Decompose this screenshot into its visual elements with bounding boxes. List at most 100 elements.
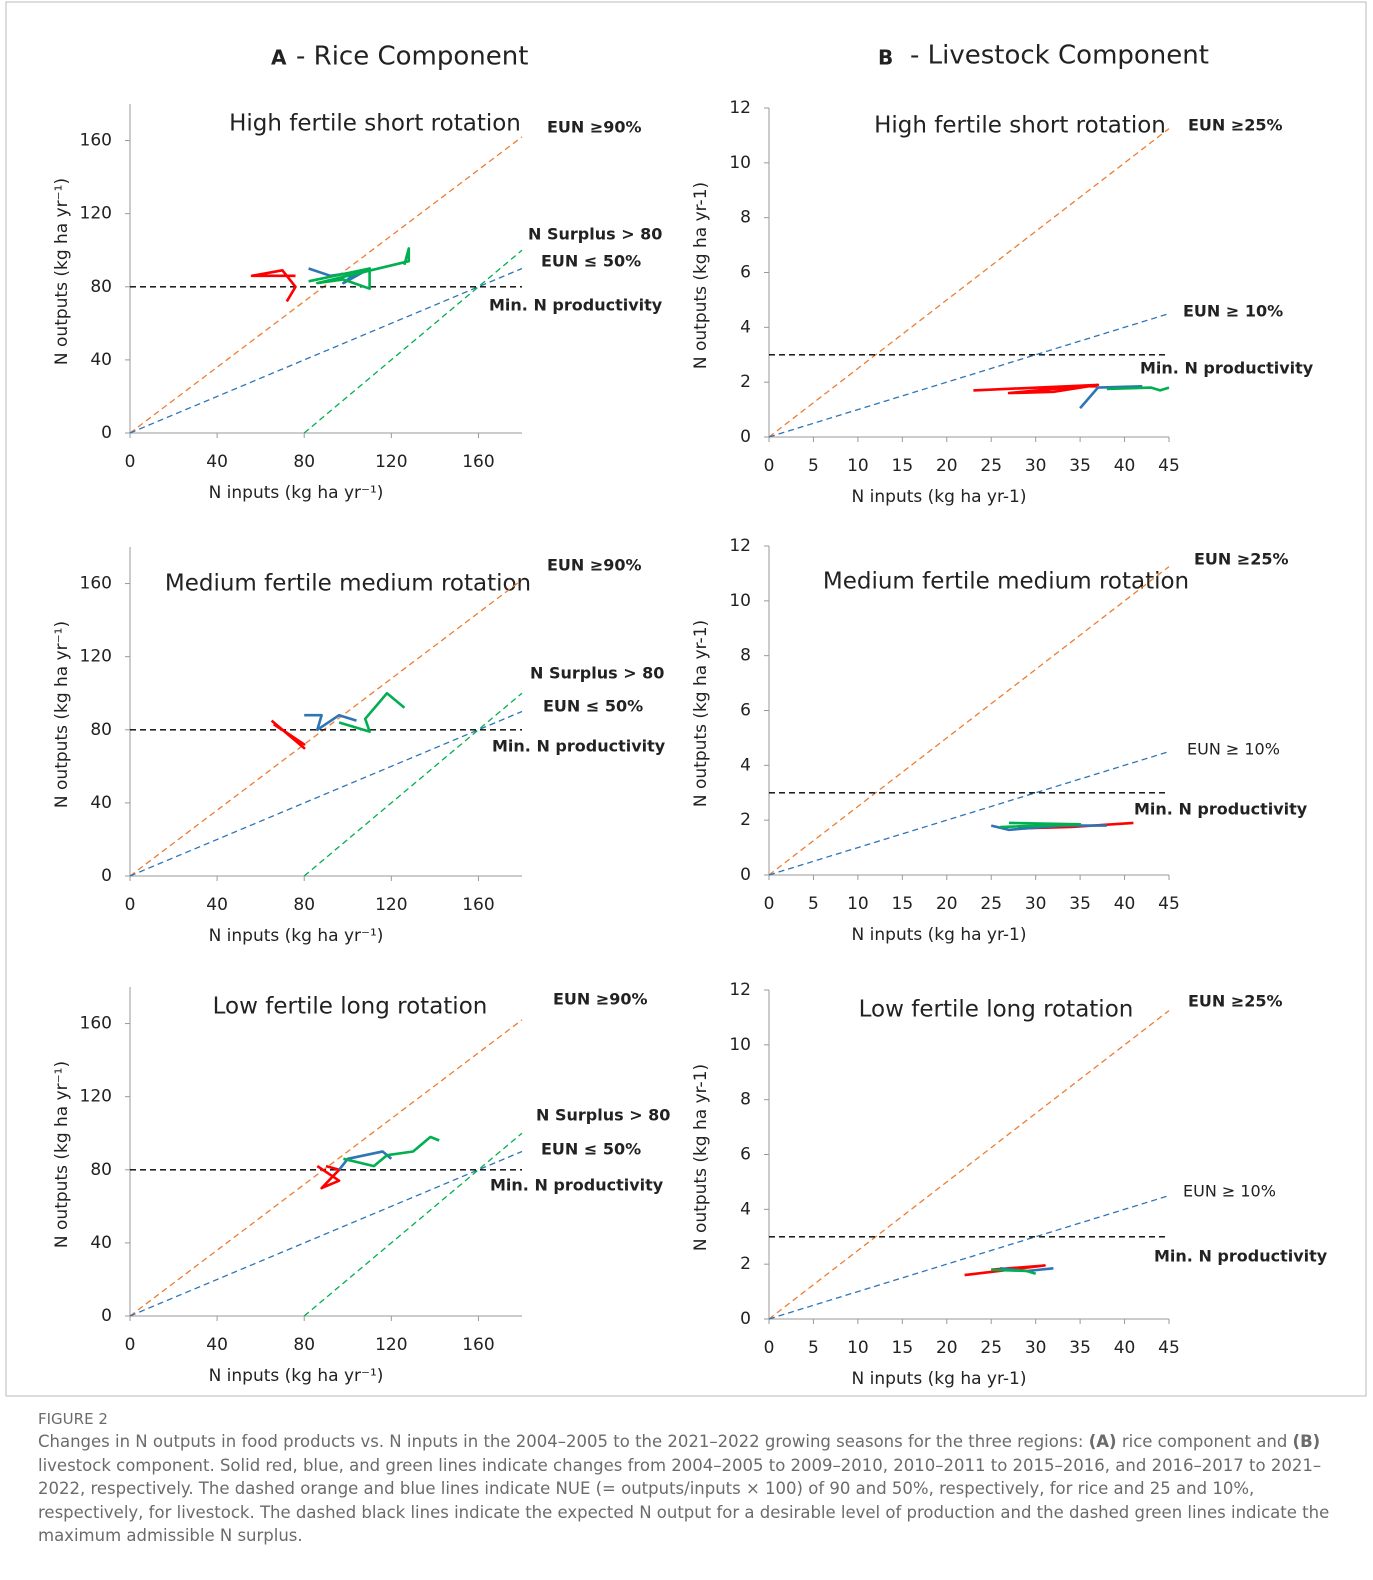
x-tick-label: 120	[375, 895, 407, 915]
y-tick-label: 0	[101, 423, 112, 443]
x-tick-label: 40	[206, 452, 228, 472]
x-tick-label: 80	[293, 895, 315, 915]
reference-line	[768, 128, 1170, 438]
trajectory-line	[304, 713, 357, 732]
reference-line	[303, 1132, 523, 1317]
reference-line	[303, 692, 523, 877]
x-tick-label: 120	[375, 1335, 407, 1355]
y-tick-label: 0	[101, 866, 112, 886]
y-tick-label: 6	[740, 1145, 751, 1165]
x-tick-label: 30	[1025, 1338, 1047, 1358]
y-tick-label: 40	[90, 1233, 112, 1253]
x-tick-label: 15	[892, 894, 914, 914]
x-tick-label: 5	[808, 456, 819, 476]
y-tick-label: 80	[90, 277, 112, 297]
x-tick-label: 10	[847, 456, 869, 476]
annotation: EUN ≤ 50%	[541, 1140, 641, 1159]
y-tick-label: 120	[80, 1087, 112, 1107]
y-tick-label: 80	[90, 720, 112, 740]
y-axis-label: N outputs (kg ha yr-1)	[691, 620, 711, 807]
x-tick-label: 0	[125, 1335, 136, 1355]
x-tick-label: 80	[293, 452, 315, 472]
x-tick-label: 30	[1025, 456, 1047, 476]
chart-title: Medium fertile medium rotation	[165, 571, 531, 597]
x-tick-label: 40	[1114, 456, 1136, 476]
trajectory-line	[991, 1268, 1037, 1276]
reference-line	[129, 1150, 523, 1317]
x-axis-label: N inputs (kg ha yr⁻¹)	[209, 483, 384, 503]
y-tick-label: 12	[729, 98, 751, 118]
chart-title: Low fertile long rotation	[213, 994, 488, 1020]
y-tick-label: 120	[80, 204, 112, 224]
y-tick-label: 4	[740, 317, 751, 337]
x-tick-label: 120	[375, 452, 407, 472]
annotation: EUN ≥90%	[553, 990, 648, 1009]
annotation: N Surplus > 80	[530, 664, 664, 683]
trajectory-line	[1079, 385, 1143, 410]
x-tick-label: 30	[1025, 894, 1047, 914]
reference-line	[129, 267, 523, 434]
y-axis-label: N outputs (kg ha yr⁻¹)	[52, 1061, 72, 1248]
x-axis-label: N inputs (kg ha yr⁻¹)	[209, 926, 384, 946]
annotation: N Surplus > 80	[528, 225, 662, 244]
column-letter: A	[271, 46, 287, 70]
annotation: EUN ≥ 10%	[1187, 740, 1280, 759]
annotation: Min. N productivity	[492, 737, 666, 756]
annotation: Min. N productivity	[1134, 800, 1308, 819]
x-tick-label: 25	[980, 456, 1002, 476]
reference-line	[129, 136, 523, 434]
x-tick-label: 25	[980, 1338, 1002, 1358]
annotation: EUN ≤ 50%	[541, 252, 641, 271]
x-tick-label: 0	[764, 894, 775, 914]
reference-line	[129, 1019, 523, 1317]
reference-line	[768, 1010, 1170, 1320]
x-tick-label: 20	[936, 456, 958, 476]
y-tick-label: 4	[740, 755, 751, 775]
x-tick-label: 15	[892, 456, 914, 476]
x-axis-label: N inputs (kg ha yr-1)	[852, 1369, 1027, 1389]
annotation: EUN ≥25%	[1188, 116, 1283, 135]
y-tick-label: 2	[740, 810, 751, 830]
x-tick-label: 40	[1114, 894, 1136, 914]
x-tick-label: 20	[936, 1338, 958, 1358]
annotation: EUN ≥ 10%	[1183, 302, 1283, 321]
annotation: EUN ≥25%	[1194, 550, 1289, 569]
x-tick-label: 20	[936, 894, 958, 914]
annotation: N Surplus > 80	[536, 1106, 670, 1125]
x-tick-label: 35	[1069, 894, 1091, 914]
column-letter: B	[878, 46, 893, 70]
caption-text: (A)	[1088, 1432, 1117, 1451]
annotation: EUN ≥ 10%	[1183, 1182, 1276, 1201]
x-tick-label: 160	[462, 895, 494, 915]
y-tick-label: 0	[740, 427, 751, 447]
x-tick-label: 40	[206, 895, 228, 915]
annotation: EUN ≤ 50%	[543, 697, 643, 716]
reference-line	[129, 710, 523, 877]
annotation: Min. N productivity	[490, 1176, 664, 1195]
trajectory-line	[338, 691, 406, 733]
trajectory-line	[990, 824, 1107, 832]
y-tick-label: 40	[90, 793, 112, 813]
caption-text: livestock component. Solid red, blue, an…	[38, 1455, 1330, 1546]
x-axis-label: N inputs (kg ha yr⁻¹)	[209, 1366, 384, 1386]
y-tick-label: 160	[80, 574, 112, 594]
y-tick-label: 0	[740, 1309, 751, 1329]
chart-title: Low fertile long rotation	[859, 997, 1134, 1023]
y-tick-label: 10	[729, 1035, 751, 1055]
trajectory-line	[973, 383, 1100, 395]
trajectory-line	[1106, 386, 1170, 392]
y-tick-label: 2	[740, 372, 751, 392]
chart-title: Medium fertile medium rotation	[823, 569, 1189, 595]
column-title: - Rice Component	[296, 42, 528, 72]
y-axis-label: N outputs (kg ha yr⁻¹)	[52, 178, 72, 365]
x-tick-label: 45	[1158, 456, 1180, 476]
caption-text: rice component and	[1116, 1432, 1293, 1451]
x-tick-label: 25	[980, 894, 1002, 914]
y-axis-label: N outputs (kg ha yr⁻¹)	[52, 621, 72, 808]
y-tick-label: 0	[740, 865, 751, 885]
figure-label: FIGURE 2	[38, 1410, 108, 1428]
x-tick-label: 10	[847, 1338, 869, 1358]
trajectory-line	[1000, 821, 1082, 829]
x-tick-label: 40	[206, 1335, 228, 1355]
